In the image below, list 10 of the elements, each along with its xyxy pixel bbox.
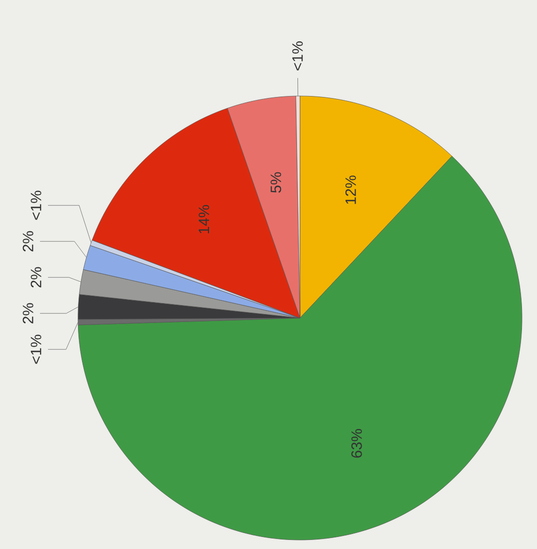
data-label: <1% xyxy=(292,41,303,70)
data-label: 5% xyxy=(270,172,282,193)
data-label: 12% xyxy=(345,176,356,204)
data-label: 2% xyxy=(22,303,34,324)
data-label: 2% xyxy=(22,231,34,252)
data-label: <1% xyxy=(30,190,42,220)
data-label: 14% xyxy=(198,205,210,234)
data-label: 2% xyxy=(30,267,42,288)
data-label: 63% xyxy=(351,429,362,458)
data-label: <1% xyxy=(30,334,42,364)
